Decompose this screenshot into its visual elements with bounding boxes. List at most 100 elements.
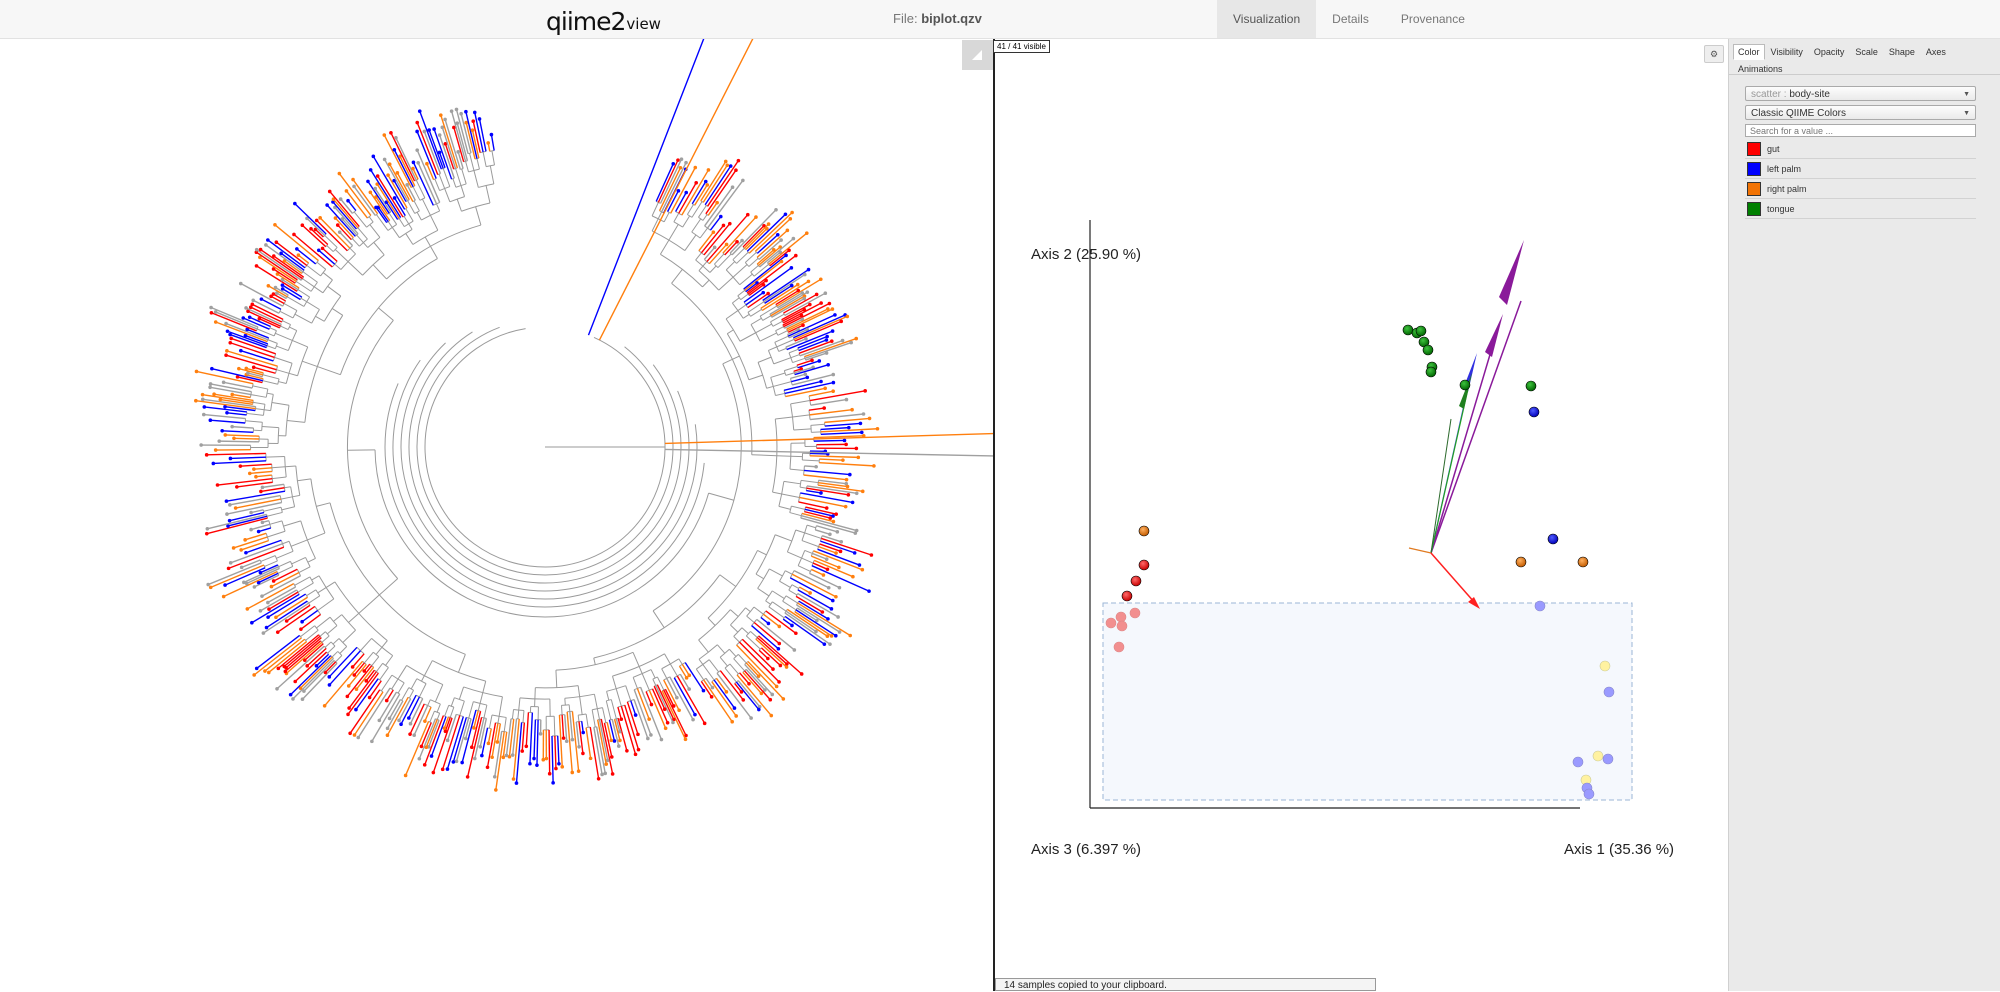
tree-tip: [754, 215, 758, 219]
selected-point[interactable]: [1116, 612, 1126, 622]
tree-branch: [490, 151, 494, 152]
sample-point[interactable]: [1139, 560, 1149, 570]
sample-point[interactable]: [1426, 367, 1436, 377]
tree-branch: [373, 652, 378, 656]
qiime2-view-logo[interactable]: qiime2 view: [546, 4, 661, 36]
tree-tip: [473, 111, 477, 115]
selected-point[interactable]: [1535, 601, 1545, 611]
tab-axes[interactable]: Axes: [1921, 44, 1951, 60]
sample-point[interactable]: [1122, 591, 1132, 601]
biplot-arrows: [1409, 240, 1524, 609]
color-swatch[interactable]: [1747, 142, 1761, 156]
selected-point[interactable]: [1584, 789, 1594, 799]
legend-row-gut[interactable]: gut: [1745, 139, 1976, 159]
selected-point[interactable]: [1130, 608, 1140, 618]
selection-box[interactable]: [1103, 603, 1632, 800]
legend-row-left-palm[interactable]: left palm: [1745, 159, 1976, 179]
tree-branch: [696, 669, 703, 680]
sample-point[interactable]: [1529, 407, 1539, 417]
tree-tip: [844, 505, 848, 509]
tab-shape[interactable]: Shape: [1884, 44, 1920, 60]
tree-tip: [740, 690, 744, 694]
phylogenetic-tree-view[interactable]: [0, 39, 993, 991]
selected-point[interactable]: [1603, 754, 1613, 764]
tree-tip: [351, 178, 355, 182]
tree-branch: [749, 258, 758, 266]
tree-tip: [235, 485, 239, 489]
tree-tip: [634, 713, 638, 717]
tree-tip: [281, 287, 285, 291]
tree-tip: [284, 670, 288, 674]
tree-canvas[interactable]: [0, 39, 993, 991]
tree-branch: [701, 225, 723, 252]
tree-tip: [856, 456, 860, 460]
tree-tip: [814, 465, 818, 469]
tab-details[interactable]: Details: [1316, 0, 1385, 38]
selected-point[interactable]: [1106, 618, 1116, 628]
color-swatch[interactable]: [1747, 202, 1761, 216]
legend-row-tongue[interactable]: tongue: [1745, 199, 1976, 219]
sample-point[interactable]: [1131, 576, 1141, 586]
tree-branch: [780, 581, 791, 587]
tree-tip: [317, 248, 321, 252]
tree-tip: [277, 667, 281, 671]
selected-point[interactable]: [1573, 757, 1583, 767]
emperor-plot[interactable]: Axis 2 (25.90 %) Axis 3 (6.397 %) Axis 1…: [995, 39, 1728, 991]
tree-tip: [249, 511, 253, 515]
legend-row-right-palm[interactable]: right palm: [1745, 179, 1976, 199]
search-input[interactable]: [1745, 124, 1976, 137]
sample-point[interactable]: [1548, 534, 1558, 544]
color-swatch[interactable]: [1747, 182, 1761, 196]
colormap-select[interactable]: Classic QIIME Colors ▼: [1745, 105, 1976, 120]
tab-visibility[interactable]: Visibility: [1766, 44, 1808, 60]
selected-point[interactable]: [1600, 661, 1610, 671]
gear-icon[interactable]: ⚙: [1704, 45, 1724, 63]
sample-point[interactable]: [1423, 345, 1433, 355]
tree-tip: [765, 227, 769, 231]
tab-scale[interactable]: Scale: [1850, 44, 1883, 60]
sample-point[interactable]: [1526, 381, 1536, 391]
tree-branch: [594, 658, 596, 665]
sample-point[interactable]: [1578, 557, 1588, 567]
tab-color[interactable]: Color: [1733, 44, 1765, 60]
collapse-pane-button[interactable]: [962, 40, 993, 70]
tree-branch: [780, 571, 786, 582]
tree-tip: [831, 307, 835, 311]
tree-tip: [711, 686, 715, 690]
tree-tip: [493, 775, 497, 779]
tree-tip: [376, 174, 380, 178]
tree-branch: [350, 248, 356, 254]
sample-point[interactable]: [1403, 325, 1413, 335]
tree-tip: [841, 339, 845, 343]
tree-branch: [315, 316, 324, 321]
category-select[interactable]: scatter : body-site ▼: [1745, 86, 1976, 101]
tree-branch: [738, 654, 746, 663]
tree-branch: [234, 438, 259, 439]
tree-tip: [452, 760, 456, 764]
selected-point[interactable]: [1593, 751, 1603, 761]
color-swatch[interactable]: [1747, 162, 1761, 176]
selected-point[interactable]: [1114, 642, 1124, 652]
tree-branch: [392, 227, 399, 237]
tree-branch: [738, 290, 745, 295]
tree-tip: [848, 634, 852, 638]
tree-tip: [825, 338, 829, 342]
tree-tip: [382, 133, 386, 137]
tab-visualization[interactable]: Visualization: [1217, 0, 1316, 38]
tab-provenance[interactable]: Provenance: [1385, 0, 1481, 38]
tree-tip: [694, 181, 698, 185]
biplot-canvas[interactable]: Axis 2 (25.90 %) Axis 3 (6.397 %) Axis 1…: [995, 39, 1728, 991]
selected-point[interactable]: [1604, 687, 1614, 697]
tree-tip: [202, 413, 206, 417]
sample-point[interactable]: [1460, 380, 1470, 390]
tab-opacity[interactable]: Opacity: [1809, 44, 1850, 60]
tree-tip: [637, 748, 641, 752]
selected-point[interactable]: [1117, 621, 1127, 631]
tree-tip: [730, 720, 734, 724]
tree-tip: [289, 693, 293, 697]
sample-point[interactable]: [1139, 526, 1149, 536]
tree-branch: [307, 533, 325, 540]
tree-branch: [363, 255, 385, 275]
sample-point[interactable]: [1416, 326, 1426, 336]
sample-point[interactable]: [1516, 557, 1526, 567]
